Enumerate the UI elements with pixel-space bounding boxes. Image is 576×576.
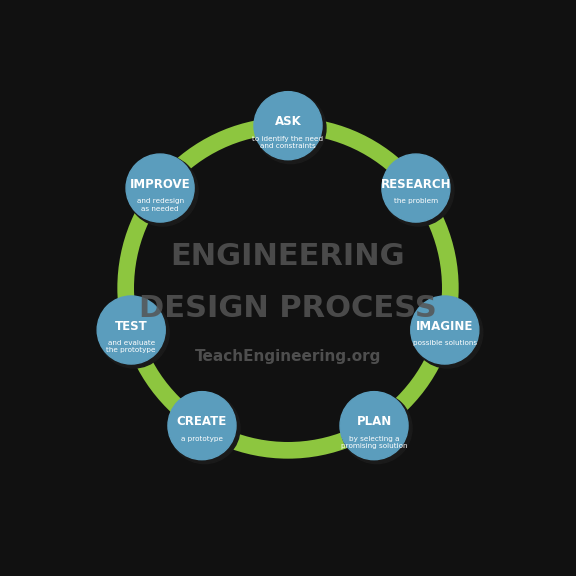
Circle shape — [383, 156, 454, 226]
Text: CREATE: CREATE — [177, 415, 227, 428]
Text: to identify the need
and constraints: to identify the need and constraints — [252, 135, 324, 149]
Circle shape — [168, 392, 236, 460]
Circle shape — [382, 154, 450, 222]
Circle shape — [254, 92, 322, 160]
Text: possible solutions: possible solutions — [413, 340, 477, 346]
Circle shape — [255, 93, 326, 164]
Text: and redesign
as needed: and redesign as needed — [137, 198, 184, 211]
Circle shape — [412, 297, 483, 368]
Text: ASK: ASK — [275, 115, 301, 128]
Circle shape — [342, 393, 412, 464]
Text: RESEARCH: RESEARCH — [381, 177, 451, 191]
Text: and evaluate
the prototype: and evaluate the prototype — [107, 340, 156, 354]
Circle shape — [98, 297, 169, 368]
Circle shape — [127, 156, 198, 226]
Text: ENGINEERING: ENGINEERING — [170, 242, 406, 271]
Circle shape — [126, 154, 194, 222]
Circle shape — [169, 393, 240, 464]
Text: IMAGINE: IMAGINE — [416, 320, 473, 332]
Text: IMPROVE: IMPROVE — [130, 177, 191, 191]
Circle shape — [340, 392, 408, 460]
Circle shape — [411, 296, 479, 364]
Text: by selecting a
promising solution: by selecting a promising solution — [341, 435, 407, 449]
Text: TEST: TEST — [115, 320, 147, 332]
Text: a prototype: a prototype — [181, 435, 223, 442]
Circle shape — [97, 296, 165, 364]
Text: the problem: the problem — [394, 198, 438, 204]
Text: DESIGN PROCESS: DESIGN PROCESS — [139, 294, 437, 324]
Text: TeachEngineering.org: TeachEngineering.org — [195, 348, 381, 363]
Text: PLAN: PLAN — [357, 415, 392, 428]
